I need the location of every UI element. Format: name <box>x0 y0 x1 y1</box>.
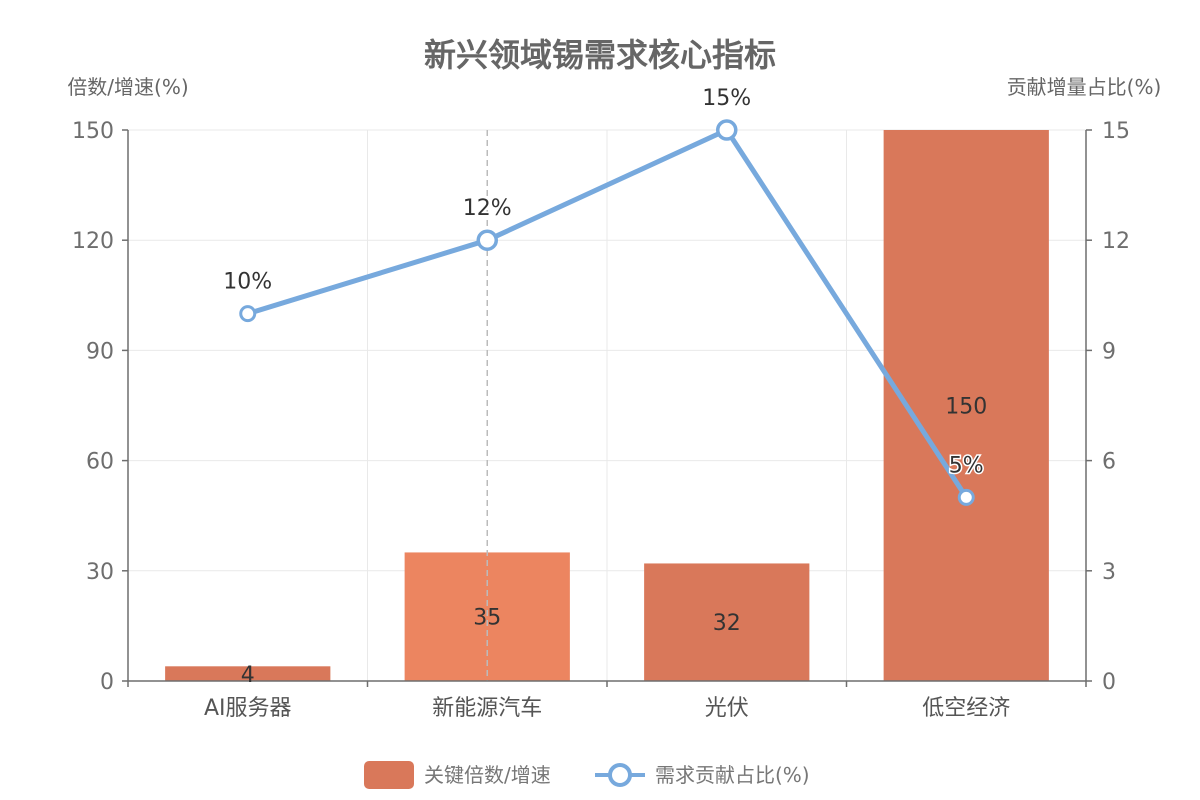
legend-item[interactable]: 需求贡献占比(%) <box>595 763 810 787</box>
line-value-label: 15% <box>702 86 751 111</box>
legend-marker <box>608 763 632 787</box>
bar <box>644 563 810 681</box>
y-left-axis-name: 倍数/增速(%) <box>67 75 188 99</box>
legend[interactable]: 关键倍数/增速 需求贡献占比(%) <box>364 761 810 789</box>
y-left-tick-label: 120 <box>72 229 114 254</box>
bar-value-label: 35 <box>473 606 501 631</box>
y-right-tick-label: 9 <box>1102 339 1116 364</box>
line-series <box>239 119 975 506</box>
line-value-label: 5% <box>949 453 984 478</box>
line-point <box>476 229 498 251</box>
bar-value-label: 4 <box>241 663 255 688</box>
legend-label: 关键倍数/增速 <box>424 763 551 787</box>
y-left-tick-label: 30 <box>86 560 114 585</box>
chart-title: 新兴领域锡需求核心指标 <box>424 36 776 74</box>
bar-series <box>165 130 1049 681</box>
y-right-tick-label: 12 <box>1102 229 1130 254</box>
axes: 0 30 60 90 120 150 0 3 6 9 12 15 AI服务器 新能源汽车 光伏 低空经济 <box>72 119 1130 721</box>
line-series-path <box>247 127 969 499</box>
y-left-tick-label: 60 <box>86 450 114 475</box>
y-left-tick-label: 150 <box>72 119 114 144</box>
grid-lines <box>128 129 1086 681</box>
x-category-label: AI服务器 <box>204 696 292 721</box>
legend-label: 需求贡献占比(%) <box>655 763 810 787</box>
y-right-tick-label: 0 <box>1102 670 1116 695</box>
line-value-label: 10% <box>223 270 272 295</box>
x-category-label: 新能源汽车 <box>432 696 542 721</box>
bar-value-label: 32 <box>713 611 741 636</box>
y-right-tick-label: 6 <box>1102 450 1116 475</box>
data-labels: 4 35 32 150 10% 12% 15% 5% <box>222 85 987 689</box>
y-right-tick-label: 3 <box>1102 560 1116 585</box>
bar <box>165 666 331 681</box>
line-point <box>716 119 738 141</box>
legend-bar-swatch <box>364 761 414 789</box>
legend-item[interactable]: 关键倍数/增速 <box>364 761 551 789</box>
y-right-axis-name: 贡献增量占比(%) <box>1007 75 1162 99</box>
bar <box>883 130 1049 681</box>
x-category-label: 低空经济 <box>922 696 1010 721</box>
y-left-tick-label: 0 <box>100 670 114 695</box>
y-right-tick-label: 15 <box>1102 119 1130 144</box>
x-category-label: 光伏 <box>705 696 749 721</box>
line-value-label: 12% <box>463 196 512 221</box>
y-left-tick-label: 90 <box>86 339 114 364</box>
line-point <box>957 488 975 506</box>
line-point <box>239 305 257 323</box>
bar-value-label: 150 <box>945 395 987 420</box>
